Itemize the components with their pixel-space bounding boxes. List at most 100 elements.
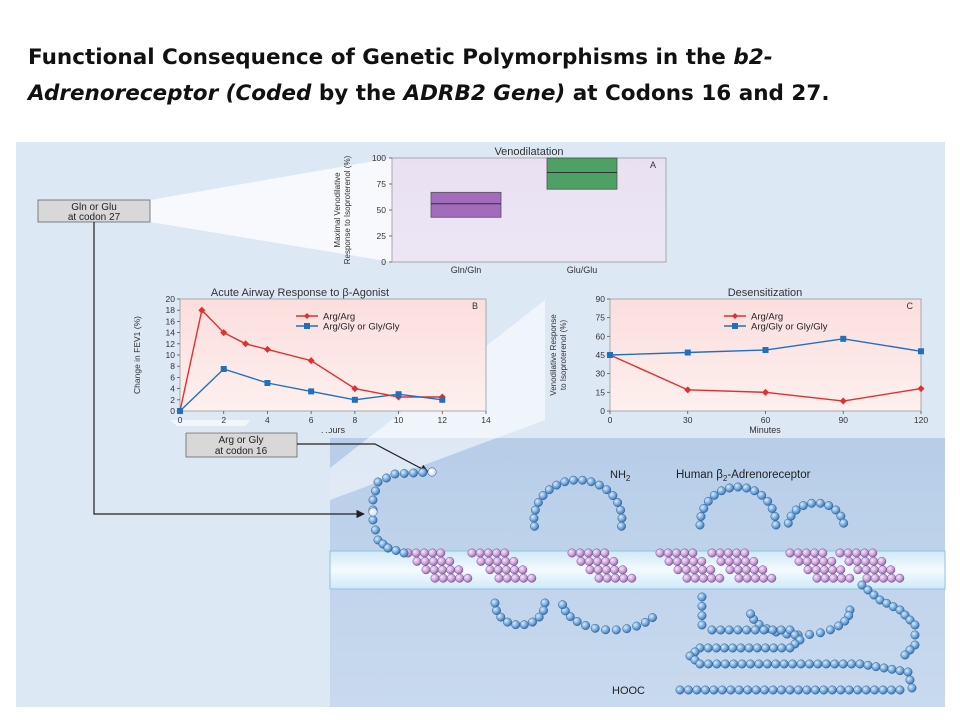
amino-acid-bead xyxy=(455,573,465,583)
amino-acid-bead xyxy=(853,565,863,575)
amino-acid-bead xyxy=(827,685,837,695)
amino-acid-bead xyxy=(816,628,825,638)
ytick-label: 10 xyxy=(166,350,176,360)
amino-acid-bead xyxy=(724,625,734,635)
amino-acid-bead xyxy=(794,556,804,566)
amino-acid-bead xyxy=(695,659,705,669)
amino-acid-bead xyxy=(698,573,708,583)
amino-acid-bead xyxy=(827,556,837,566)
callout-16-box xyxy=(185,432,298,458)
amino-acid-bead xyxy=(600,548,610,558)
amino-acid-bead xyxy=(725,565,735,575)
amino-acid-bead xyxy=(844,556,854,566)
amino-acid-bead xyxy=(812,573,822,583)
data-point-diamond xyxy=(263,345,271,353)
amino-acid-bead xyxy=(585,565,595,575)
amino-acid-bead xyxy=(428,548,438,558)
amino-acid-bead xyxy=(834,621,844,631)
amino-acid-bead xyxy=(540,598,550,608)
slide-title: Functional Consequence of Genetic Polymo… xyxy=(28,40,928,112)
amino-acid-bead xyxy=(368,495,378,505)
amino-acid-bead xyxy=(501,565,511,575)
amino-acid-bead xyxy=(821,659,831,669)
amino-acid-bead xyxy=(632,621,642,631)
amino-acid-bead xyxy=(445,556,455,566)
amino-acid-bead xyxy=(838,659,848,669)
amino-acid-bead xyxy=(810,685,820,695)
panel-a: Venodilatation A 0 25 50 75 100 Gln/Gln Glu/G… xyxy=(333,146,667,275)
amino-acid-bead xyxy=(707,625,717,635)
receptor-beads xyxy=(368,467,920,695)
amino-acid-bead xyxy=(602,573,612,583)
amino-acid-bead xyxy=(878,573,888,583)
amino-acid-bead xyxy=(707,548,717,558)
data-point-square xyxy=(762,347,769,354)
callout-27-line1: Gln or Glu xyxy=(71,202,117,213)
panel-a-letter: A xyxy=(650,160,656,170)
amino-acid-bead xyxy=(868,548,878,558)
amino-acid-bead xyxy=(496,612,506,622)
amino-acid-bead xyxy=(905,675,915,685)
data-point-diamond xyxy=(242,340,250,348)
xtick-label: 0 xyxy=(178,415,183,425)
amino-acid-bead xyxy=(672,556,682,566)
amino-acid-bead xyxy=(807,498,817,508)
amino-acid-bead xyxy=(763,496,773,506)
amino-acid-bead xyxy=(749,556,759,566)
amino-acid-bead xyxy=(887,664,897,674)
amino-acid-bead xyxy=(847,659,857,669)
amino-acid-bead xyxy=(717,486,726,496)
amino-acid-bead xyxy=(871,662,881,672)
panel-b-ylabel: Change in FEV1 (%) xyxy=(132,316,142,394)
amino-acid-bead xyxy=(391,546,401,555)
amino-acid-bead xyxy=(895,685,905,695)
amino-acid-bead xyxy=(736,643,746,653)
amino-acid-bead xyxy=(399,548,409,558)
amino-acid-bead xyxy=(437,565,447,575)
amino-acid-bead xyxy=(682,573,692,583)
amino-acid-bead xyxy=(863,585,873,595)
amino-acid-bead xyxy=(830,659,840,669)
amino-acid-bead xyxy=(878,685,888,695)
amino-acid-bead xyxy=(818,548,828,558)
amino-acid-bead xyxy=(828,573,838,583)
amino-acid-bead xyxy=(527,573,537,583)
amino-acid-bead xyxy=(552,480,562,490)
amino-acid-bead xyxy=(786,511,796,521)
panel-a-ytick-label: 0 xyxy=(381,257,386,267)
amino-acid-bead xyxy=(501,556,511,566)
panel-a-y-axis: 0 25 50 75 100 xyxy=(372,153,392,267)
amino-acid-bead xyxy=(695,520,705,530)
amino-acid-bead xyxy=(844,685,854,695)
panel-a-x-axis: Gln/Gln Glu/Glu xyxy=(451,265,598,275)
amino-acid-bead xyxy=(594,480,604,490)
amino-acid-bead xyxy=(887,573,897,583)
xtick-label: 2 xyxy=(221,415,226,425)
amino-acid-bead xyxy=(910,620,920,630)
amino-acid-bead xyxy=(617,513,627,523)
amino-acid-bead xyxy=(510,573,520,583)
legend-label: Arg/Arg xyxy=(323,312,355,323)
zoom-wedge-a xyxy=(150,158,392,262)
amino-acid-bead xyxy=(801,548,811,558)
amino-acid-bead xyxy=(689,565,699,575)
ytick-label: 14 xyxy=(166,328,176,338)
panel-c-title: Desensitization xyxy=(728,287,803,299)
amino-acid-bead xyxy=(836,685,846,695)
amino-acid-bead xyxy=(673,565,683,575)
amino-acid-bead xyxy=(895,573,905,583)
xtick-label: 120 xyxy=(914,415,928,425)
amino-acid-bead xyxy=(684,685,693,695)
amino-acid-bead xyxy=(771,659,781,669)
data-point-diamond xyxy=(307,357,315,365)
amino-acid-bead xyxy=(485,565,495,575)
amino-acid-bead xyxy=(805,659,814,669)
amino-acid-bead xyxy=(887,685,896,695)
amino-acid-bead xyxy=(737,659,747,669)
amino-acid-bead xyxy=(467,548,477,558)
xtick-label: 90 xyxy=(839,415,849,425)
amino-acid-bead xyxy=(712,659,722,669)
amino-acid-bead xyxy=(715,548,725,558)
hooc-label: HOOC xyxy=(612,685,645,697)
amino-acid-bead xyxy=(703,643,713,653)
